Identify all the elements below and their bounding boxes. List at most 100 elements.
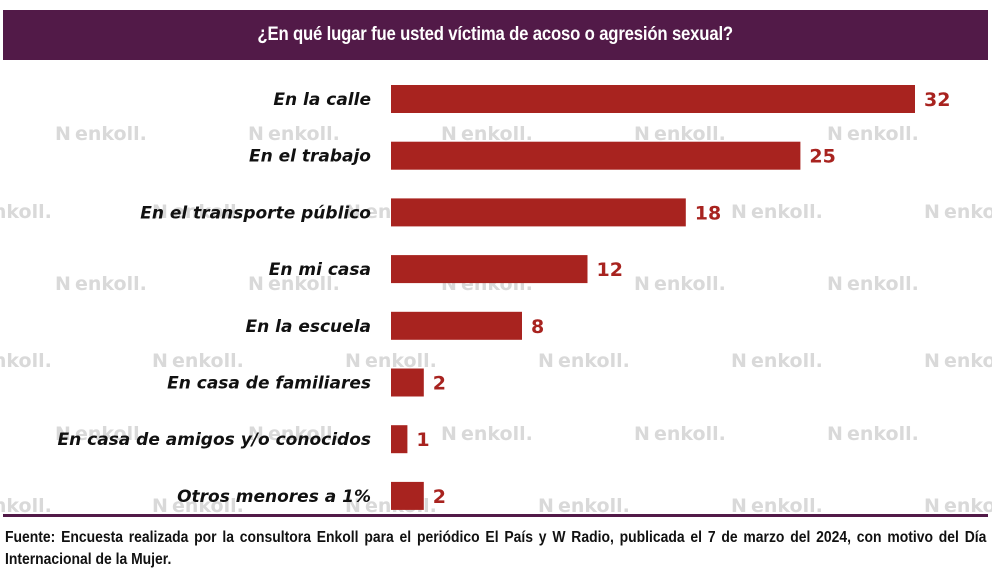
enkoll-logo-icon: N (345, 350, 361, 372)
value-label: 12 (597, 259, 623, 281)
enkoll-logo-icon: N (248, 273, 264, 295)
category-label: En casa de familiares (167, 374, 371, 394)
watermark-text: enkoll. (268, 123, 340, 145)
enkoll-logo-icon: N (152, 495, 168, 517)
bars-group (391, 85, 915, 510)
bar (391, 141, 801, 170)
enkoll-logo-icon: N (441, 123, 457, 145)
watermark-text: enkoll. (654, 423, 726, 445)
enkoll-logo-icon: N (248, 123, 264, 145)
value-label: 8 (531, 316, 544, 338)
watermark-text: enkoll. (172, 350, 244, 372)
enkoll-logo-icon: N (827, 273, 843, 295)
watermark-text: enkoll. (268, 273, 340, 295)
enkoll-logo-icon: N (55, 423, 71, 445)
category-label: Otros menores a 1% (177, 487, 371, 507)
watermark-text: enkoll. (0, 201, 52, 223)
watermark-text: enkoll. (172, 495, 244, 517)
enkoll-logo-icon: N (55, 273, 71, 295)
watermark-text: enkoll. (944, 350, 992, 372)
watermark-text: enkoll. (461, 423, 533, 445)
enkoll-logo-icon: N (731, 350, 747, 372)
value-label: 25 (809, 146, 835, 168)
bar (391, 255, 588, 284)
value-label: 1 (416, 429, 429, 451)
watermark-text: enkoll. (751, 350, 823, 372)
watermark-text: enkoll. (75, 123, 147, 145)
footer-divider (3, 514, 988, 517)
source-note: Fuente: Encuesta realizada por la consul… (5, 529, 987, 568)
bar (391, 425, 408, 454)
value-label: 2 (433, 486, 446, 508)
enkoll-logo-icon: N (152, 350, 168, 372)
enkoll-logo-icon: N (634, 423, 650, 445)
watermark-text: enkoll. (558, 350, 630, 372)
category-label: En la escuela (245, 317, 371, 337)
watermark-text: enkoll. (654, 123, 726, 145)
bar (391, 198, 686, 227)
watermark-text: enkoll. (75, 273, 147, 295)
watermark-text: enkoll. (847, 273, 919, 295)
enkoll-logo-icon: N (634, 123, 650, 145)
watermark-text: enkoll. (944, 201, 992, 223)
enkoll-logo-icon: N (152, 201, 168, 223)
category-label: En mi casa (269, 260, 371, 280)
watermark-text: enkoll. (0, 350, 52, 372)
bar (391, 311, 522, 340)
watermark-text: enkoll. (365, 350, 437, 372)
watermark-text: enkoll. (654, 273, 726, 295)
watermark-text: enkoll. (461, 123, 533, 145)
enkoll-logo-icon: N (924, 495, 940, 517)
value-label: 2 (433, 373, 446, 395)
enkoll-logo-icon: N (345, 201, 361, 223)
watermark-text: enkoll. (751, 201, 823, 223)
category-label: En el transporte público (140, 203, 371, 223)
value-label: 32 (924, 89, 950, 111)
watermark-text: enkoll. (268, 423, 340, 445)
watermark-text: enkoll. (75, 423, 147, 445)
category-label: En la calle (273, 90, 371, 110)
watermark-text: enkoll. (751, 495, 823, 517)
enkoll-logo-icon: N (441, 423, 457, 445)
bar (391, 85, 915, 113)
enkoll-logo-icon: N (248, 423, 264, 445)
category-label: En el trabajo (249, 147, 371, 167)
watermark-text: enkoll. (0, 495, 52, 517)
enkoll-logo-icon: N (731, 495, 747, 517)
value-label: 18 (695, 202, 721, 224)
enkoll-logo-icon: N (55, 123, 71, 145)
watermark-text: enkoll. (558, 495, 630, 517)
chart-title: ¿En qué lugar fue usted víctima de acoso… (257, 24, 734, 45)
enkoll-logo-icon: N (924, 350, 940, 372)
enkoll-logo-icon: N (538, 495, 554, 517)
enkoll-logo-icon: N (827, 123, 843, 145)
enkoll-logo-icon: N (634, 273, 650, 295)
enkoll-logo-icon: N (924, 201, 940, 223)
enkoll-logo-icon: N (345, 495, 361, 517)
